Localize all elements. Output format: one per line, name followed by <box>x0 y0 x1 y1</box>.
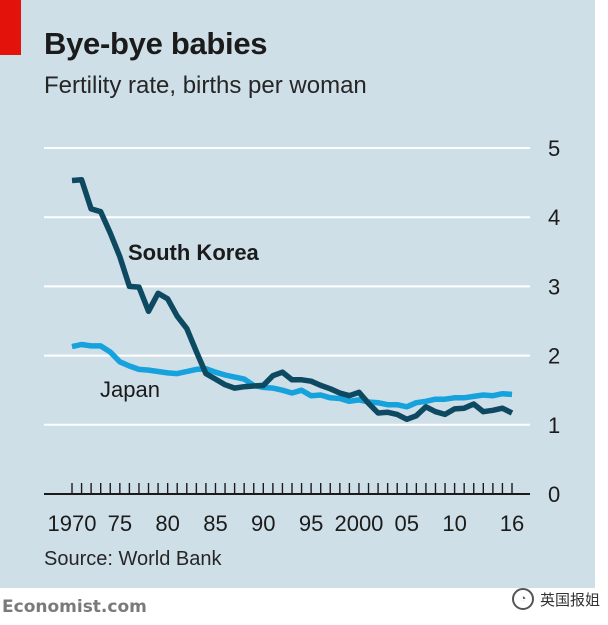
y-tick-label-1: 1 <box>548 413 560 438</box>
x-tick-label-1975: 75 <box>108 511 132 536</box>
watermark-text: 英国报姐 <box>539 591 600 609</box>
brand-footer: Economist.com <box>2 597 147 617</box>
y-tick-label-3: 3 <box>548 274 560 299</box>
watermark: ◔ 英国报姐 <box>511 588 600 610</box>
y-tick-label-2: 2 <box>548 344 560 369</box>
x-tick-label-2016: 16 <box>500 511 524 536</box>
x-tick-label-1990: 90 <box>251 511 275 536</box>
x-tick-label-2010: 10 <box>442 511 466 536</box>
x-tick-label-2000: 2000 <box>334 511 383 536</box>
x-tick-label-1985: 85 <box>203 511 227 536</box>
series-line-japan <box>71 341 513 410</box>
chart-panel <box>0 0 595 588</box>
wechat-icon: ◔ <box>511 588 534 610</box>
series-label-south-korea: South Korea <box>128 240 260 265</box>
y-tick-label-0: 0 <box>548 482 560 507</box>
y-tick-label-5: 5 <box>548 136 560 161</box>
x-tick-label-1995: 95 <box>299 511 323 536</box>
x-tick-label-1980: 80 <box>155 511 179 536</box>
y-tick-label-4: 4 <box>548 205 560 230</box>
chart-subtitle: Fertility rate, births per woman <box>44 72 367 99</box>
source-note: Source: World Bank <box>44 548 222 570</box>
chart-title: Bye-bye babies <box>44 26 268 61</box>
x-tick-label-2005: 05 <box>395 511 419 536</box>
series-line-south-korea <box>71 177 514 423</box>
economist-red-tag <box>0 0 21 55</box>
x-tick-label-1970: 1970 <box>48 511 97 536</box>
series-label-japan: Japan <box>100 377 160 402</box>
